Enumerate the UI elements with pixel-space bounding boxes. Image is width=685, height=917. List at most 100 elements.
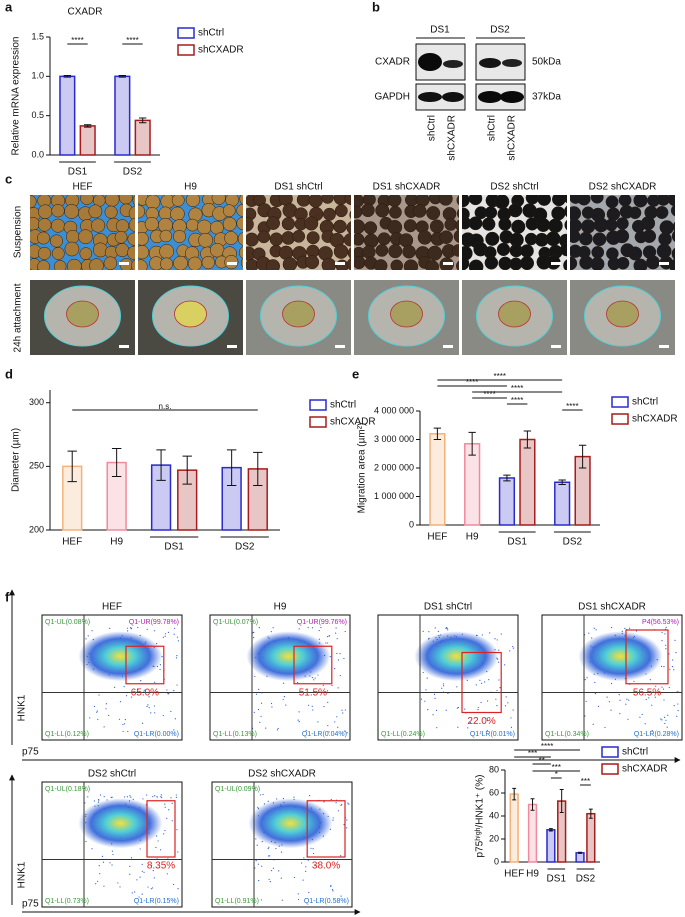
sphere: [560, 242, 567, 257]
sphere: [670, 204, 675, 217]
significance: ****: [566, 402, 578, 411]
event: [175, 657, 178, 659]
event: [317, 690, 320, 692]
event: [258, 688, 260, 691]
event: [335, 632, 337, 634]
event: [122, 723, 124, 726]
event: [87, 635, 89, 637]
error-bar: [84, 124, 92, 128]
sphere: [128, 206, 135, 221]
event: [606, 696, 608, 698]
event: [99, 794, 102, 796]
event: [595, 629, 597, 631]
sphere: [240, 258, 243, 268]
density-cloud: [78, 631, 163, 682]
quadrant-label: Q1-LL(0.91%): [215, 898, 259, 905]
event: [593, 627, 595, 629]
sphere: [308, 195, 323, 208]
event: [157, 840, 159, 842]
sphere: [581, 219, 596, 234]
event: [126, 796, 129, 798]
event: [328, 635, 330, 637]
sphere: [347, 247, 351, 260]
event: [332, 890, 334, 892]
event: [335, 802, 337, 804]
sphere: [412, 204, 427, 218]
y-tick-label: 2 000 000: [374, 462, 414, 472]
significance: ****: [494, 372, 506, 381]
event: [332, 819, 334, 821]
event: [347, 802, 349, 804]
event: [252, 632, 254, 634]
event: [141, 863, 143, 865]
error-bar: [156, 449, 166, 481]
event: [594, 681, 596, 684]
event: [610, 709, 612, 711]
event: [97, 718, 99, 720]
sphere: [498, 217, 512, 231]
sphere: [551, 195, 566, 207]
sphere: [604, 218, 618, 232]
event: [330, 798, 332, 801]
event: [95, 883, 97, 885]
x-tick-label: DS1: [164, 542, 184, 553]
event: [675, 652, 677, 654]
event: [166, 873, 168, 875]
sphere: [51, 247, 65, 260]
event: [282, 698, 284, 701]
sphere: [496, 242, 511, 257]
event: [253, 637, 255, 639]
sphere: [131, 259, 135, 270]
event: [327, 724, 329, 727]
sphere: [185, 195, 201, 207]
event: [313, 679, 315, 681]
event: [341, 804, 343, 806]
quadrant-label: Q1-UL(0.08%): [45, 619, 90, 626]
event: [434, 697, 436, 699]
event: [96, 710, 98, 712]
event: [618, 694, 620, 696]
event: [499, 687, 501, 689]
event: [422, 630, 424, 632]
event: [339, 653, 341, 655]
event: [426, 677, 428, 679]
sphere: [159, 229, 173, 243]
density-cloud: [78, 798, 163, 849]
event: [270, 869, 273, 872]
spheres: [246, 195, 351, 270]
scale-bar: [119, 262, 129, 265]
event: [130, 857, 133, 859]
event: [160, 797, 163, 799]
event: [129, 795, 131, 797]
legend-swatch: [601, 763, 619, 775]
event: [427, 709, 429, 711]
scale-bar: [119, 345, 129, 348]
y-tick-label: 20: [489, 833, 499, 843]
sphere: [427, 245, 443, 261]
scale-bar: [551, 262, 561, 265]
sphere: [89, 258, 104, 270]
gate-percent: 22.0%: [467, 716, 495, 727]
sphere: [37, 231, 50, 245]
sphere: [628, 206, 642, 220]
sphere: [484, 256, 499, 270]
spheres: [354, 195, 459, 270]
sphere: [656, 243, 672, 259]
event: [146, 628, 148, 630]
sphere: [172, 229, 187, 243]
sphere: [171, 195, 185, 207]
sphere: [468, 259, 484, 270]
event: [509, 650, 511, 652]
event: [142, 798, 144, 800]
event: [654, 696, 656, 698]
event: [113, 686, 116, 688]
event: [262, 793, 264, 796]
sphere: [201, 255, 215, 270]
event: [160, 794, 162, 796]
scale-bar: [443, 345, 453, 348]
event: [486, 720, 489, 722]
event: [479, 679, 481, 681]
event: [307, 626, 309, 629]
sphere: [239, 195, 243, 206]
event: [259, 794, 261, 796]
